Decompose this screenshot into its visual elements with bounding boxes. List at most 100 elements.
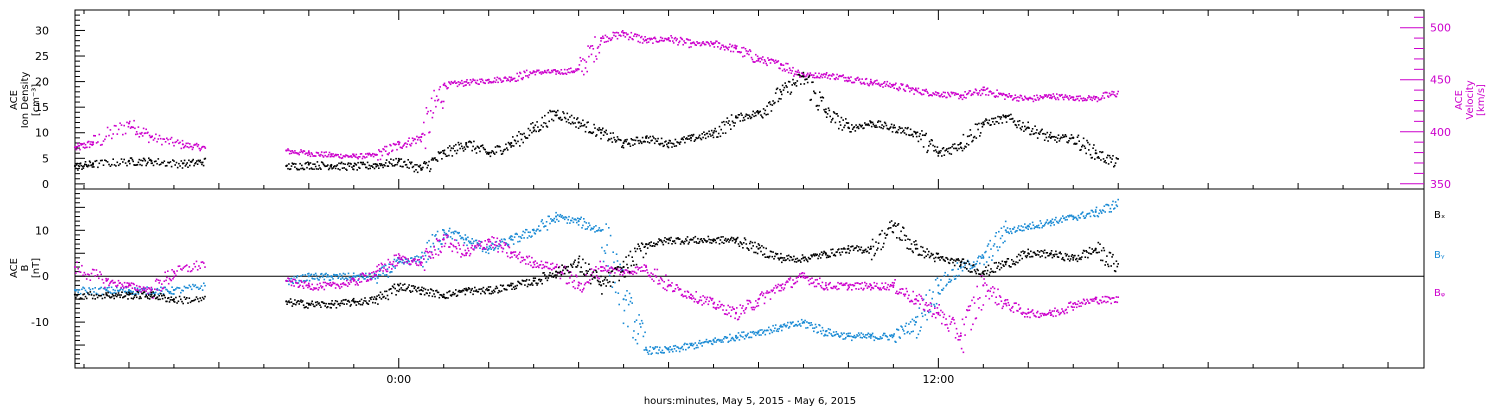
bx-point: [371, 296, 373, 298]
by-point: [1056, 221, 1059, 224]
ion-density-point: [574, 122, 576, 124]
by-point: [736, 336, 739, 339]
bz-point: [333, 282, 335, 285]
ion-density-point: [504, 148, 506, 151]
by-point: [707, 341, 710, 344]
velocity-point: [320, 151, 323, 153]
bz-point: [936, 307, 939, 309]
bx-point: [84, 295, 87, 298]
bz-point: [674, 288, 677, 290]
bz-point: [826, 288, 829, 291]
bx-point: [158, 294, 160, 297]
ion-density-point: [919, 133, 921, 135]
ion-density-point: [597, 129, 600, 132]
bz-point: [1089, 298, 1092, 301]
ion-density-point: [933, 150, 935, 152]
by-point: [405, 258, 408, 260]
velocity-point: [525, 69, 528, 72]
ion-density-anchor: [982, 121, 985, 124]
bz-point: [820, 286, 823, 289]
by-point: [642, 335, 645, 338]
ion-density-point: [321, 161, 324, 164]
bz-point: [538, 266, 540, 269]
ion-density-point: [1001, 122, 1004, 124]
by-point: [1081, 212, 1083, 215]
ion-density-anchor: [420, 167, 423, 170]
velocity-point: [519, 71, 521, 74]
by-point: [737, 332, 740, 334]
by-anchor: [330, 275, 333, 278]
velocity-point: [369, 153, 371, 156]
by-point: [177, 287, 180, 289]
ion-density-point: [665, 140, 667, 142]
velocity-point: [829, 78, 831, 80]
velocity-point: [180, 147, 183, 150]
ion-density-point: [1057, 134, 1060, 136]
by-point: [1093, 214, 1095, 217]
velocity-point: [505, 77, 507, 79]
bz-point: [894, 279, 896, 281]
by-anchor: [645, 348, 648, 351]
bz-point: [759, 294, 761, 296]
ion-density-point: [122, 161, 124, 163]
by-point: [344, 273, 346, 276]
velocity-point: [953, 94, 956, 96]
by-point: [937, 291, 940, 294]
ion-density-point: [471, 149, 473, 152]
bx-point: [309, 304, 312, 306]
ion-density-point: [890, 123, 893, 126]
bz-point: [829, 281, 831, 284]
by-point: [1088, 212, 1091, 215]
bz-point: [766, 290, 768, 292]
by-point: [184, 286, 187, 289]
ion-density-point: [351, 166, 353, 168]
by-anchor: [352, 275, 355, 278]
velocity-point: [1099, 98, 1101, 101]
velocity-point: [983, 86, 985, 89]
bx-point: [384, 297, 387, 300]
by-point: [1072, 218, 1074, 221]
bz-point: [1080, 305, 1082, 307]
ion-density-point: [551, 118, 553, 121]
ion-density-point: [791, 84, 793, 86]
ion-density-point: [819, 96, 822, 99]
velocity-point: [1076, 98, 1079, 100]
velocity-point: [783, 68, 786, 70]
velocity-point: [686, 38, 689, 41]
bz-point: [1113, 297, 1115, 299]
bz-point: [467, 247, 469, 250]
ion-density-point: [669, 140, 671, 142]
by-point: [680, 347, 683, 349]
velocity-point: [956, 93, 959, 95]
bz-point: [337, 284, 339, 287]
velocity-point: [138, 136, 141, 138]
ion-density-point: [1049, 131, 1052, 134]
by-point: [796, 325, 799, 327]
bz-point: [727, 304, 729, 307]
velocity-point: [527, 76, 530, 79]
ion-density-point: [1030, 133, 1032, 136]
bz-point: [541, 267, 543, 270]
bz-point: [410, 263, 412, 266]
bz-point: [994, 301, 997, 304]
by-point: [847, 332, 850, 335]
by-point: [762, 331, 765, 333]
bz-point: [419, 262, 422, 265]
by-point: [1003, 225, 1005, 228]
velocity-point: [534, 73, 537, 76]
ion-density-point: [733, 125, 735, 127]
velocity-point: [332, 153, 334, 155]
bz-point: [451, 250, 454, 253]
by-point: [868, 336, 870, 338]
bz-point: [1088, 302, 1091, 304]
bz-point: [325, 284, 327, 287]
bz-point: [1021, 313, 1023, 315]
ion-density-point: [1055, 136, 1057, 138]
by-point: [811, 324, 813, 326]
velocity-point: [183, 146, 186, 148]
by-point: [98, 288, 100, 290]
velocity-point: [1116, 93, 1119, 95]
bx-point: [146, 295, 148, 298]
by-point: [537, 228, 539, 231]
ion-density-point: [416, 171, 419, 174]
